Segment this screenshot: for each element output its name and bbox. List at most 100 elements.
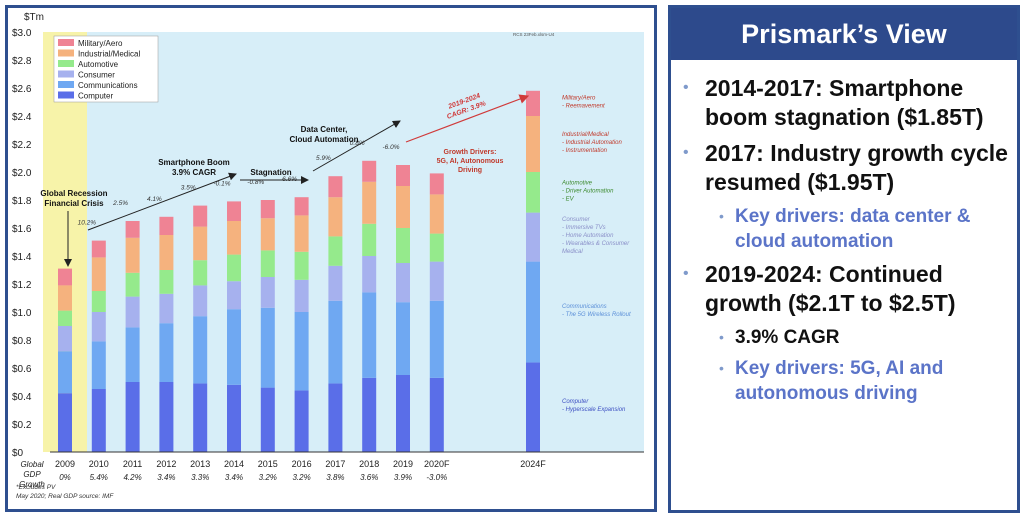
segment-note: - Reemavement [562,103,605,109]
smartphone-annotation: 3.9% CAGR [172,168,216,177]
segment-note: - Driver Automation [562,188,614,194]
bar-segment [58,285,72,311]
recession-annotation: Global Recession [40,189,107,198]
bar-segment [429,194,444,234]
gdp-growth-value: 3.4% [225,473,243,482]
bullet-dot-icon: • [719,360,724,376]
growth-label: 2.5% [112,200,128,207]
legend-label: Industrial/Medical [78,50,140,59]
view-title: Prismark’s View [671,8,1017,60]
legend-swatch [58,91,74,99]
gdp-growth-value: 3.6% [360,473,378,482]
bar-segment [159,235,174,270]
gdp-growth-value: -3.0% [426,473,447,482]
bar-segment [260,387,275,452]
bar-segment [328,300,343,384]
view-body: • 2014-2017: Smartphone boom stagnation … [671,60,1017,406]
source-tag: RCS 23Feb.xlsm-U4 [513,32,555,37]
legend-label: Automotive [78,60,119,69]
gdp-growth-header: GDP [23,470,41,479]
legend-label: Military/Aero [78,39,123,48]
bar-segment [429,173,444,195]
footnote: *Excludes PV [16,484,56,491]
bullet-dot-icon: • [719,208,724,224]
bar-segment [396,186,410,228]
segment-note: - Industrial Automation [562,140,622,146]
bar-segment [328,265,343,301]
bar-segment [227,221,241,255]
growth-label: -0.1% [214,180,231,187]
segment-note: Communications [562,304,607,310]
segment-note: - Wearables & Consumer [562,241,630,247]
bar-segment [362,223,377,256]
growth-drivers-annotation: Driving [458,167,482,174]
gdp-growth-value: 0% [59,473,71,482]
bar-segment [260,250,275,277]
bullet-2017: • 2017: Industry growth cycle resumed ($… [683,139,1009,197]
y-tick-label: $1.0 [12,308,32,319]
bar-segment [429,233,444,262]
x-tick-label: 2010 [89,459,109,469]
bar-segment [125,296,140,328]
legend-swatch [58,70,74,78]
bar-segment [227,254,241,282]
legend-box [53,35,159,103]
bullet-dot-icon: • [719,329,724,345]
bar-segment [193,205,208,227]
bar-segment [159,323,174,382]
y-tick-label: $2.2 [12,140,32,151]
bullet-text: 2019-2024: Continued growth ($2.1T to $2… [705,261,956,316]
bar-segment [362,181,377,224]
x-tick-label: 2019 [393,459,413,469]
segment-note: - Instrumentation [562,148,608,154]
gdp-growth-value: 3.2% [259,473,277,482]
growth-label: -6.0% [383,144,400,151]
bar-segment [526,90,540,116]
x-tick-label: 2016 [292,459,312,469]
bar-segment [429,377,444,452]
bar-segment [125,221,140,238]
bar-segment [193,316,208,384]
bar-segment [526,116,540,172]
bar-segment [396,302,410,375]
legend-swatch [58,60,74,67]
growth-label: 10.2% [78,220,97,227]
x-tick-label: 2009 [55,459,75,469]
bar-segment [396,263,410,303]
bar-segment [429,300,444,378]
x-tick-label: 2024F [520,459,546,469]
y-tick-label: $1.8 [12,196,32,207]
bullet-dot-icon: • [683,265,689,282]
x-tick-label: 2014 [224,459,244,469]
legend-swatch [58,39,74,46]
bar-segment [159,293,174,324]
datacenter-annotation: Cloud Automation [289,135,358,144]
bar-segment [193,260,208,286]
footnote: May 2020; Real GDP source: IMF [16,493,114,500]
gdp-growth-value: 3.9% [394,473,412,482]
y-tick-label: $2.8 [12,56,32,67]
bar-segment [429,261,444,301]
bar-segment [526,212,540,262]
bar-segment [260,307,275,388]
bar-segment [362,160,377,182]
datacenter-arrow [312,120,401,172]
bar-segment [125,237,140,273]
bar-segment [58,393,72,452]
x-tick-label: 2020F [424,459,450,469]
growth-label: -0.8% [247,179,264,186]
bar-segment [91,257,106,291]
bar-segment [396,228,410,263]
sub-bullet-key-drivers-2024: • Key drivers: 5G, AI and autonomous dri… [719,356,1009,406]
chart-panel: $0 $0.2 $0.4 $0.6 $0.8 $1.0 $1.2 $1.4 $1.6 $1.8 $2… [5,5,657,512]
smartphone-annotation: Smartphone Boom [158,158,230,167]
x-tick-label: 2018 [359,459,379,469]
sub-bullet-text: Key drivers: data center & cloud automat… [735,206,971,252]
bar-segment [91,291,106,312]
x-tick-label: 2011 [123,459,142,469]
y-tick-label: $2.6 [12,84,32,95]
bar-segment [125,272,140,297]
bar-segment [58,310,72,326]
growth-drivers-annotation: 5G, AI, Autonomous [437,158,504,165]
gdp-growth-value: 3.3% [191,473,209,482]
